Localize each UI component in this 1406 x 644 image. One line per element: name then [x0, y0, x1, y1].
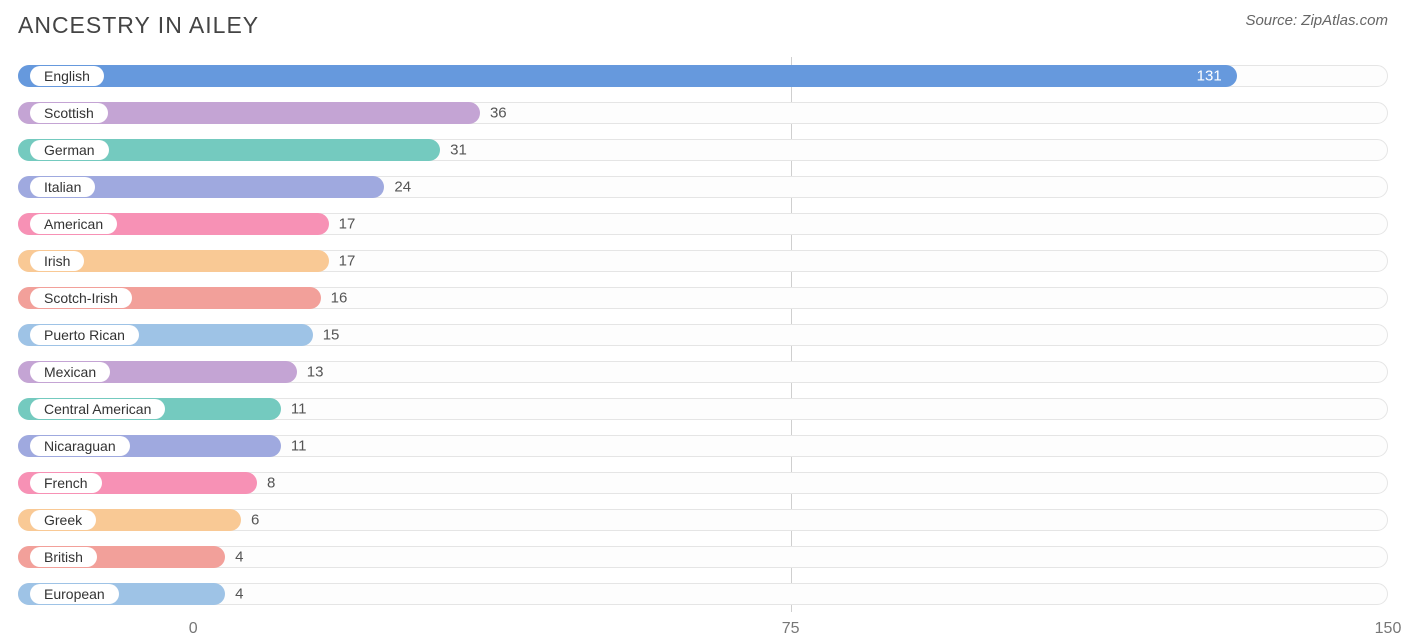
value-label: 31: [450, 141, 467, 158]
bar-row: American 17: [18, 205, 1388, 242]
bar-row: Central American 11: [18, 390, 1388, 427]
category-pill: British: [30, 547, 97, 567]
bar-row: Italian 24: [18, 168, 1388, 205]
value-label: 15: [323, 326, 340, 343]
category-pill: Irish: [30, 251, 84, 271]
axis-tick: 75: [782, 620, 800, 638]
bar-row: European 4: [18, 575, 1388, 612]
bar-row: Scotch-Irish 16: [18, 279, 1388, 316]
category-pill: Mexican: [30, 362, 110, 382]
value-label: 11: [291, 400, 307, 417]
bar-row: Mexican 13: [18, 353, 1388, 390]
value-label: 11: [291, 437, 307, 454]
category-pill: Puerto Rican: [30, 325, 139, 345]
chart-source: Source: ZipAtlas.com: [1245, 12, 1388, 29]
value-label: 4: [235, 585, 243, 602]
category-pill: Scottish: [30, 103, 108, 123]
category-pill: French: [30, 473, 102, 493]
category-pill: Scotch-Irish: [30, 288, 132, 308]
bar-row: British 4: [18, 538, 1388, 575]
value-label: 4: [235, 548, 243, 565]
value-label: 8: [267, 474, 275, 491]
category-pill: European: [30, 584, 119, 604]
category-pill: Italian: [30, 177, 95, 197]
value-label: 16: [331, 289, 348, 306]
category-pill: Central American: [30, 399, 165, 419]
chart-container: ANCESTRY IN AILEY Source: ZipAtlas.com E…: [0, 0, 1406, 644]
category-pill: English: [30, 66, 104, 86]
bar-row: French 8: [18, 464, 1388, 501]
plot-area: English 131 Scottish 36 German 31 Italian 24 Ame…: [18, 57, 1388, 612]
value-label: 6: [251, 511, 259, 528]
value-label: 24: [394, 178, 411, 195]
value-label: 17: [339, 215, 356, 232]
bar-row: Irish 17: [18, 242, 1388, 279]
bar-row: Scottish 36: [18, 94, 1388, 131]
category-pill: German: [30, 140, 109, 160]
value-label: 13: [307, 363, 324, 380]
bar-row: Nicaraguan 11: [18, 427, 1388, 464]
category-pill: Nicaraguan: [30, 436, 130, 456]
bar-row: Puerto Rican 15: [18, 316, 1388, 353]
chart-title: ANCESTRY IN AILEY: [18, 12, 259, 39]
category-pill: Greek: [30, 510, 96, 530]
x-axis: 075150: [18, 616, 1388, 644]
bar: [18, 65, 1237, 87]
bar-row: English 131: [18, 57, 1388, 94]
value-label: 36: [490, 104, 507, 121]
axis-tick: 150: [1375, 620, 1402, 638]
header: ANCESTRY IN AILEY Source: ZipAtlas.com: [18, 12, 1388, 39]
value-label: 131: [1197, 67, 1222, 84]
bar-row: German 31: [18, 131, 1388, 168]
bar-row: Greek 6: [18, 501, 1388, 538]
category-pill: American: [30, 214, 117, 234]
value-label: 17: [339, 252, 356, 269]
axis-tick: 0: [189, 620, 198, 638]
